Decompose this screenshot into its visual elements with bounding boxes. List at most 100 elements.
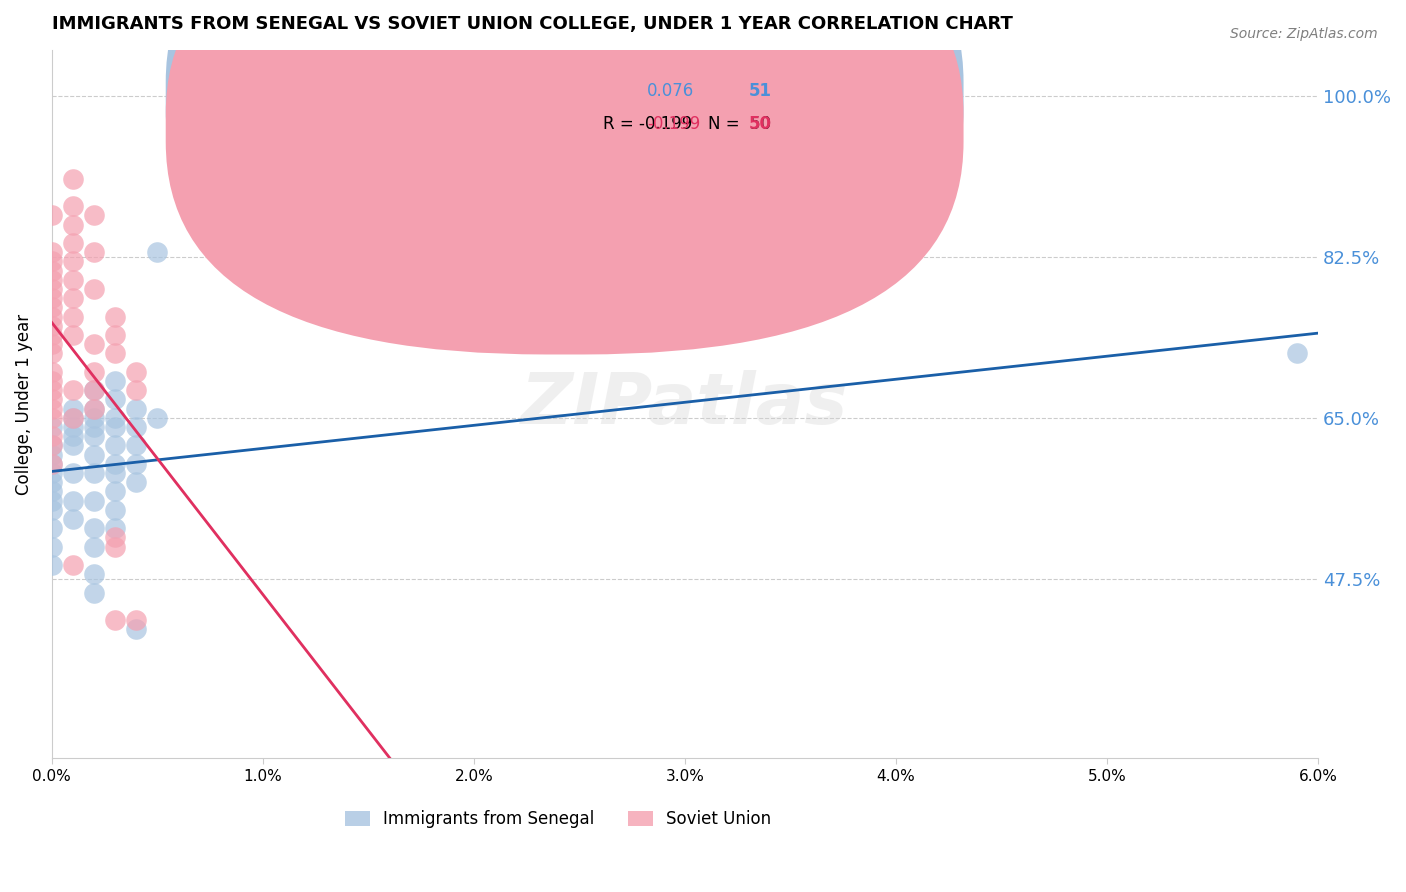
Point: [83, 365, 105, 379]
Point: [104, 503, 127, 517]
Point: [41, 310, 63, 324]
Point: [41, 448, 63, 462]
Point: [41, 503, 63, 517]
Point: [41, 420, 63, 434]
Point: [62, 420, 84, 434]
Point: [41, 466, 63, 480]
Point: [41, 263, 63, 277]
Point: [83, 282, 105, 296]
Point: [104, 420, 127, 434]
Point: [83, 209, 105, 223]
Point: [83, 567, 105, 582]
Text: 50: 50: [748, 114, 772, 133]
Point: [83, 384, 105, 398]
Point: [41, 318, 63, 333]
Point: [104, 457, 127, 471]
Point: [83, 585, 105, 599]
Point: [41, 254, 63, 268]
Point: [62, 254, 84, 268]
Point: [62, 401, 84, 416]
Point: [62, 199, 84, 213]
Point: [62, 512, 84, 526]
Point: [83, 401, 105, 416]
Point: [104, 484, 127, 499]
Text: 0.076: 0.076: [647, 82, 695, 100]
Point: [41, 392, 63, 407]
Point: [41, 328, 63, 343]
Point: [104, 374, 127, 388]
Text: IMMIGRANTS FROM SENEGAL VS SOVIET UNION COLLEGE, UNDER 1 YEAR CORRELATION CHART: IMMIGRANTS FROM SENEGAL VS SOVIET UNION …: [52, 15, 1012, 33]
Point: [41, 558, 63, 573]
Point: [41, 475, 63, 490]
Text: Source: ZipAtlas.com: Source: ZipAtlas.com: [1230, 27, 1378, 41]
Point: [125, 420, 148, 434]
Point: [41, 337, 63, 351]
Point: [83, 521, 105, 535]
Point: [104, 466, 127, 480]
Point: [83, 410, 105, 425]
Point: [41, 301, 63, 315]
Point: [41, 540, 63, 554]
Point: [41, 438, 63, 452]
Point: [104, 328, 127, 343]
Point: [104, 531, 127, 545]
Point: [146, 410, 169, 425]
Point: [104, 392, 127, 407]
Point: [41, 484, 63, 499]
Point: [41, 438, 63, 452]
Point: [125, 623, 148, 637]
Point: [41, 209, 63, 223]
Point: [62, 171, 84, 186]
Point: [104, 410, 127, 425]
Point: [62, 438, 84, 452]
Point: [41, 457, 63, 471]
Point: [125, 457, 148, 471]
Point: [125, 384, 148, 398]
Point: [83, 448, 105, 462]
Text: 51: 51: [748, 82, 772, 100]
Point: [41, 493, 63, 508]
Point: [125, 365, 148, 379]
FancyBboxPatch shape: [520, 64, 837, 156]
Point: [62, 235, 84, 250]
Point: [125, 401, 148, 416]
Point: [1285, 346, 1308, 360]
Point: [104, 438, 127, 452]
Point: [41, 401, 63, 416]
Point: [83, 466, 105, 480]
Point: [83, 245, 105, 260]
Point: [83, 540, 105, 554]
Point: [62, 384, 84, 398]
Point: [62, 410, 84, 425]
Point: [83, 420, 105, 434]
Point: [62, 328, 84, 343]
Point: [41, 245, 63, 260]
Point: [41, 291, 63, 305]
FancyBboxPatch shape: [166, 0, 963, 354]
Point: [62, 558, 84, 573]
Point: [62, 429, 84, 443]
Point: [104, 310, 127, 324]
Point: [83, 493, 105, 508]
Point: [104, 346, 127, 360]
Point: [125, 438, 148, 452]
Point: [83, 337, 105, 351]
Point: [104, 540, 127, 554]
Point: [62, 493, 84, 508]
Point: [62, 466, 84, 480]
Point: [62, 310, 84, 324]
Point: [41, 365, 63, 379]
Point: [41, 346, 63, 360]
Point: [41, 410, 63, 425]
Point: [41, 374, 63, 388]
Point: [83, 429, 105, 443]
Point: [104, 521, 127, 535]
Point: [125, 475, 148, 490]
Point: [104, 613, 127, 627]
Y-axis label: College, Under 1 year: College, Under 1 year: [15, 313, 32, 495]
Point: [62, 291, 84, 305]
Point: [62, 410, 84, 425]
Point: [62, 273, 84, 287]
Point: [83, 384, 105, 398]
Legend: Immigrants from Senegal, Soviet Union: Immigrants from Senegal, Soviet Union: [339, 804, 778, 835]
